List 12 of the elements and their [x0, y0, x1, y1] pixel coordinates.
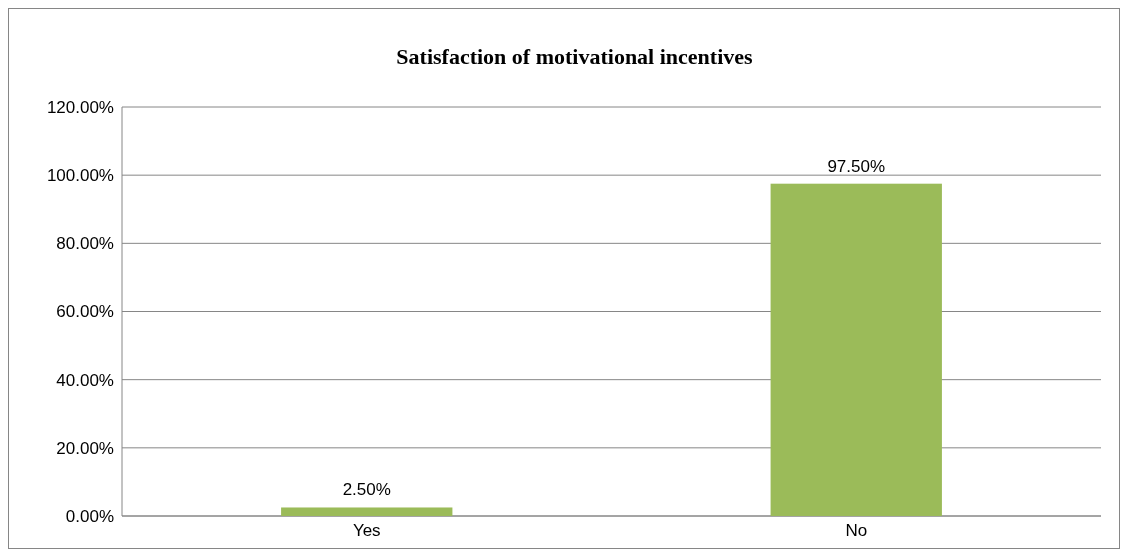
y-tick-label: 40.00%	[56, 370, 114, 390]
y-tick-label: 120.00%	[46, 97, 114, 117]
y-tick-label: 20.00%	[56, 438, 114, 458]
data-label: 2.50%	[342, 480, 391, 500]
data-label: 97.50%	[827, 156, 886, 176]
y-tick-label: 0.00%	[65, 506, 114, 526]
y-tick-label: 100.00%	[46, 166, 114, 186]
y-tick-label: 60.00%	[56, 302, 114, 322]
chart-title: Satisfaction of motivational incentives	[396, 44, 754, 69]
x-tick-label: No	[845, 521, 868, 540]
y-tick-label: 80.00%	[56, 234, 114, 254]
x-tick-label: Yes	[352, 521, 381, 540]
